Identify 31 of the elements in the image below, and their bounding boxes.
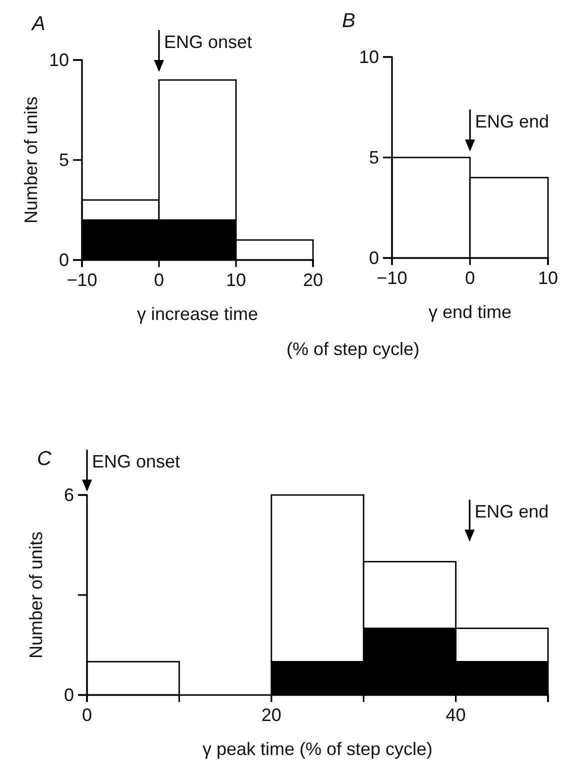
annotation: ENG end	[475, 111, 550, 132]
text: ENG onset	[164, 32, 252, 52]
x-tick-label: 20	[261, 704, 282, 725]
text: (% of step cycle)	[286, 339, 420, 359]
x-tick-label: −10	[66, 270, 98, 290]
x-tick-label: 20	[302, 270, 324, 290]
x-tick-label: 10	[538, 268, 558, 288]
x-axis-title: γ peak time (% of step cycle)	[202, 739, 433, 759]
y-tick-label: 10	[48, 50, 69, 70]
y-tick-label: 0	[58, 250, 69, 270]
x-axis-title: γ increase time	[136, 304, 258, 324]
y-tick-label: 0	[64, 684, 74, 705]
y-tick-label: 5	[368, 147, 379, 168]
x-tick-label: 40	[446, 704, 466, 725]
x-tick-label: 0	[82, 704, 92, 725]
x-tick-label: 0	[464, 268, 476, 288]
y-axis-title: Number of units	[21, 96, 41, 224]
text: ENG onset	[92, 452, 180, 472]
y-tick-label: 5	[58, 150, 69, 170]
chart-title: A	[31, 13, 46, 35]
x-tick-label: −10	[376, 268, 408, 288]
annotation: ENG end	[474, 502, 549, 522]
x-axis-title: γ end time	[428, 302, 512, 322]
x-tick-label: 0	[154, 270, 164, 290]
y-axis-title: Number of units	[26, 531, 46, 659]
chart-title: B	[342, 10, 356, 32]
chart-title: C	[37, 448, 52, 470]
y-tick-label: 0	[368, 248, 379, 268]
x-tick-label: 10	[226, 270, 246, 290]
y-tick-label: 10	[358, 46, 379, 67]
y-tick-label: 6	[64, 484, 74, 505]
